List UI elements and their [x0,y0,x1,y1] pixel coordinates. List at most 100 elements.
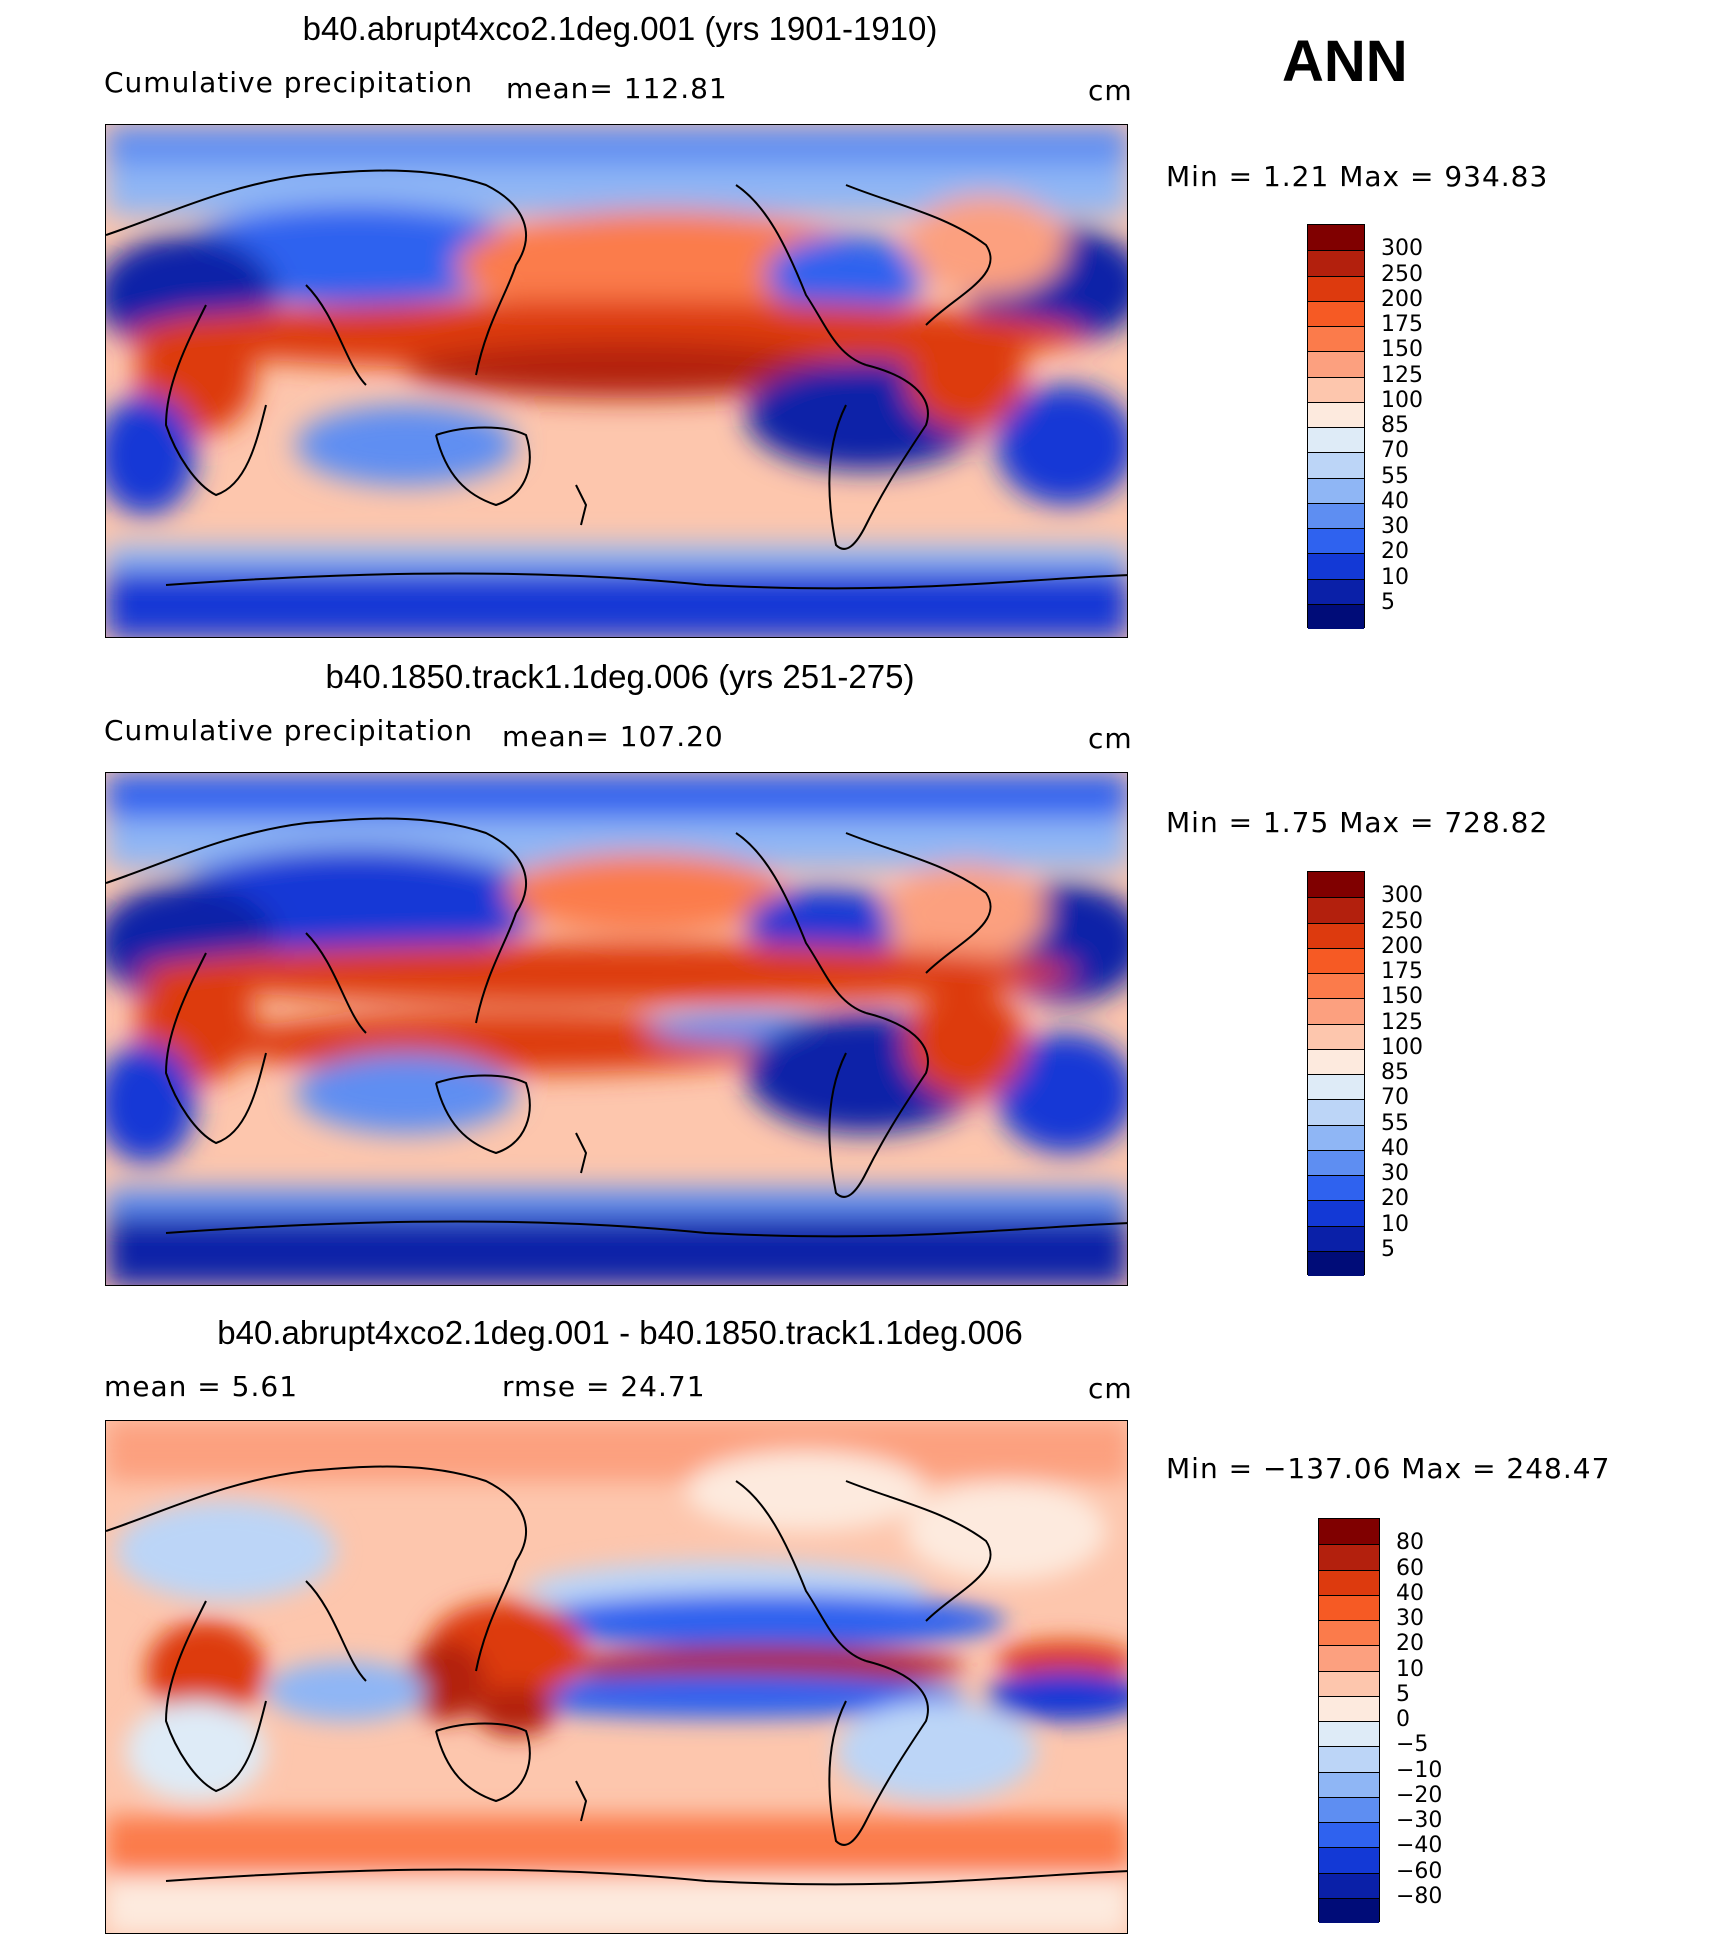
colorbar-swatch [1308,502,1364,528]
colorbar-tick-label: −5 [1396,1732,1429,1758]
colorbar-swatch [1308,603,1364,629]
colorbar-tick-label: 85 [1381,413,1409,438]
colorbar-tick-label: 175 [1381,959,1423,984]
panel1-title: b40.abrupt4xco2.1deg.001 (yrs 1901-1910) [302,10,938,47]
colorbar-tick-label: 20 [1396,1631,1424,1657]
colorbar-swatch [1308,250,1364,276]
colorbar-tick-label: 100 [1381,1034,1423,1060]
colorbar-tick-label: −60 [1396,1858,1443,1884]
colorbar-swatch [1308,872,1364,898]
colorbar-swatch [1308,326,1364,352]
colorbar-tick-label: 150 [1381,984,1423,1010]
colorbar-tick-label: 70 [1381,1085,1409,1111]
panel2-map-svg [106,773,1127,1285]
colorbar-tick-label: 55 [1381,1110,1409,1136]
colorbar-tick-label: 5 [1381,589,1395,615]
colorbar-tick-label: 250 [1381,261,1423,287]
panel1-minmax: Min = 1.21 Max = 934.83 [1166,160,1549,193]
colorbar-swatch [1308,897,1364,923]
season-label: ANN [1282,29,1408,94]
panel1-units: cm [1088,74,1133,107]
panel3-map [105,1420,1128,1934]
panel2-map [105,772,1128,1286]
colorbar-swatch [1308,998,1364,1024]
colorbar-tick-label: 40 [1396,1580,1424,1606]
colorbar-tick-label: 100 [1381,387,1423,413]
colorbar-tick-label: 60 [1396,1555,1424,1581]
colorbar-swatch [1319,1721,1379,1747]
colorbar-swatch [1308,275,1364,301]
panel3-map-svg [106,1421,1127,1933]
colorbar-swatch [1308,1099,1364,1125]
colorbar-tick-label: 150 [1381,337,1423,363]
colorbar-swatch [1308,1175,1364,1201]
colorbar-tick-label: 20 [1381,1186,1409,1212]
colorbar-swatch [1319,1670,1379,1696]
colorbar-swatch [1319,1519,1379,1545]
colorbar-tick-label: 175 [1381,312,1423,337]
colorbar-swatch [1308,553,1364,579]
panel3-title: b40.abrupt4xco2.1deg.001 - b40.1850.trac… [217,1314,1023,1351]
colorbar-swatch [1308,1225,1364,1251]
colorbar-swatch [1308,1149,1364,1175]
colorbar-tick-label: 30 [1381,1161,1409,1186]
colorbar-tick-label: 300 [1381,236,1423,262]
colorbar-swatch [1308,1124,1364,1150]
colorbar-swatch [1308,528,1364,554]
colorbar-tick-label: 10 [1381,564,1409,590]
colorbar-swatch [1308,452,1364,478]
colorbar-tick-label: 30 [1396,1606,1424,1631]
colorbar-swatch [1308,351,1364,377]
panel1-map-svg [106,125,1127,637]
panel1-variable-label: Cumulative precipitation [104,66,474,99]
colorbar-swatch [1319,1897,1379,1923]
colorbar-swatch [1319,1796,1379,1822]
colorbar-swatch [1308,1250,1364,1276]
colorbar-swatch [1308,376,1364,402]
colorbar-swatch [1308,1023,1364,1049]
colorbar-tick-label: 70 [1381,438,1409,464]
colorbar-tick-label: 30 [1381,514,1409,539]
panel3-rmse-label: rmse = 24.71 [502,1370,706,1403]
panel3-mean-label: mean = 5.61 [104,1370,299,1403]
colorbar-tick-label: −20 [1396,1782,1443,1808]
colorbar-tick-label: 5 [1381,1236,1395,1262]
colorbar-swatches [1307,224,1365,629]
colorbar-tick-label: 40 [1381,1135,1409,1161]
colorbar-swatch [1319,1872,1379,1898]
colorbar-swatch [1308,477,1364,503]
panel2-minmax: Min = 1.75 Max = 728.82 [1166,806,1549,839]
panel3-minmax: Min = −137.06 Max = 248.47 [1166,1452,1611,1485]
colorbar-tick-label: −40 [1396,1833,1443,1859]
colorbar-swatch [1319,1645,1379,1671]
colorbar-swatch [1308,578,1364,604]
colorbar-swatches [1318,1518,1380,1923]
panel2-variable-label: Cumulative precipitation [104,714,474,747]
panel2-units: cm [1088,722,1133,755]
colorbar-swatch [1308,300,1364,326]
colorbar-swatch [1319,1746,1379,1772]
colorbar-swatch [1308,427,1364,453]
colorbar-tick-label: 80 [1396,1530,1424,1556]
colorbar-swatch [1319,1847,1379,1873]
colorbar-swatch [1308,1074,1364,1100]
colorbar-tick-label: −30 [1396,1808,1443,1833]
panel3-units: cm [1088,1372,1133,1405]
colorbar-tick-label: −10 [1396,1757,1443,1783]
colorbar-swatch [1308,225,1364,251]
colorbar-tick-label: 10 [1381,1211,1409,1237]
colorbar-tick-label: 125 [1381,362,1423,388]
colorbar-tick-label: 85 [1381,1060,1409,1085]
colorbar-tick-label: 10 [1396,1656,1424,1682]
colorbar-swatch [1308,401,1364,427]
colorbar-tick-label: 20 [1381,539,1409,565]
colorbar-swatch [1319,1695,1379,1721]
colorbar-tick-label: −80 [1396,1883,1443,1909]
panel2-title: b40.1850.track1.1deg.006 (yrs 251-275) [325,658,915,695]
colorbar-tick-label: 55 [1381,463,1409,489]
colorbar-tick-label: 5 [1396,1681,1410,1707]
panel1-map [105,124,1128,638]
colorbar-tick-label: 300 [1381,883,1423,909]
colorbar-swatch [1319,1594,1379,1620]
colorbar-tick-label: 200 [1381,933,1423,959]
